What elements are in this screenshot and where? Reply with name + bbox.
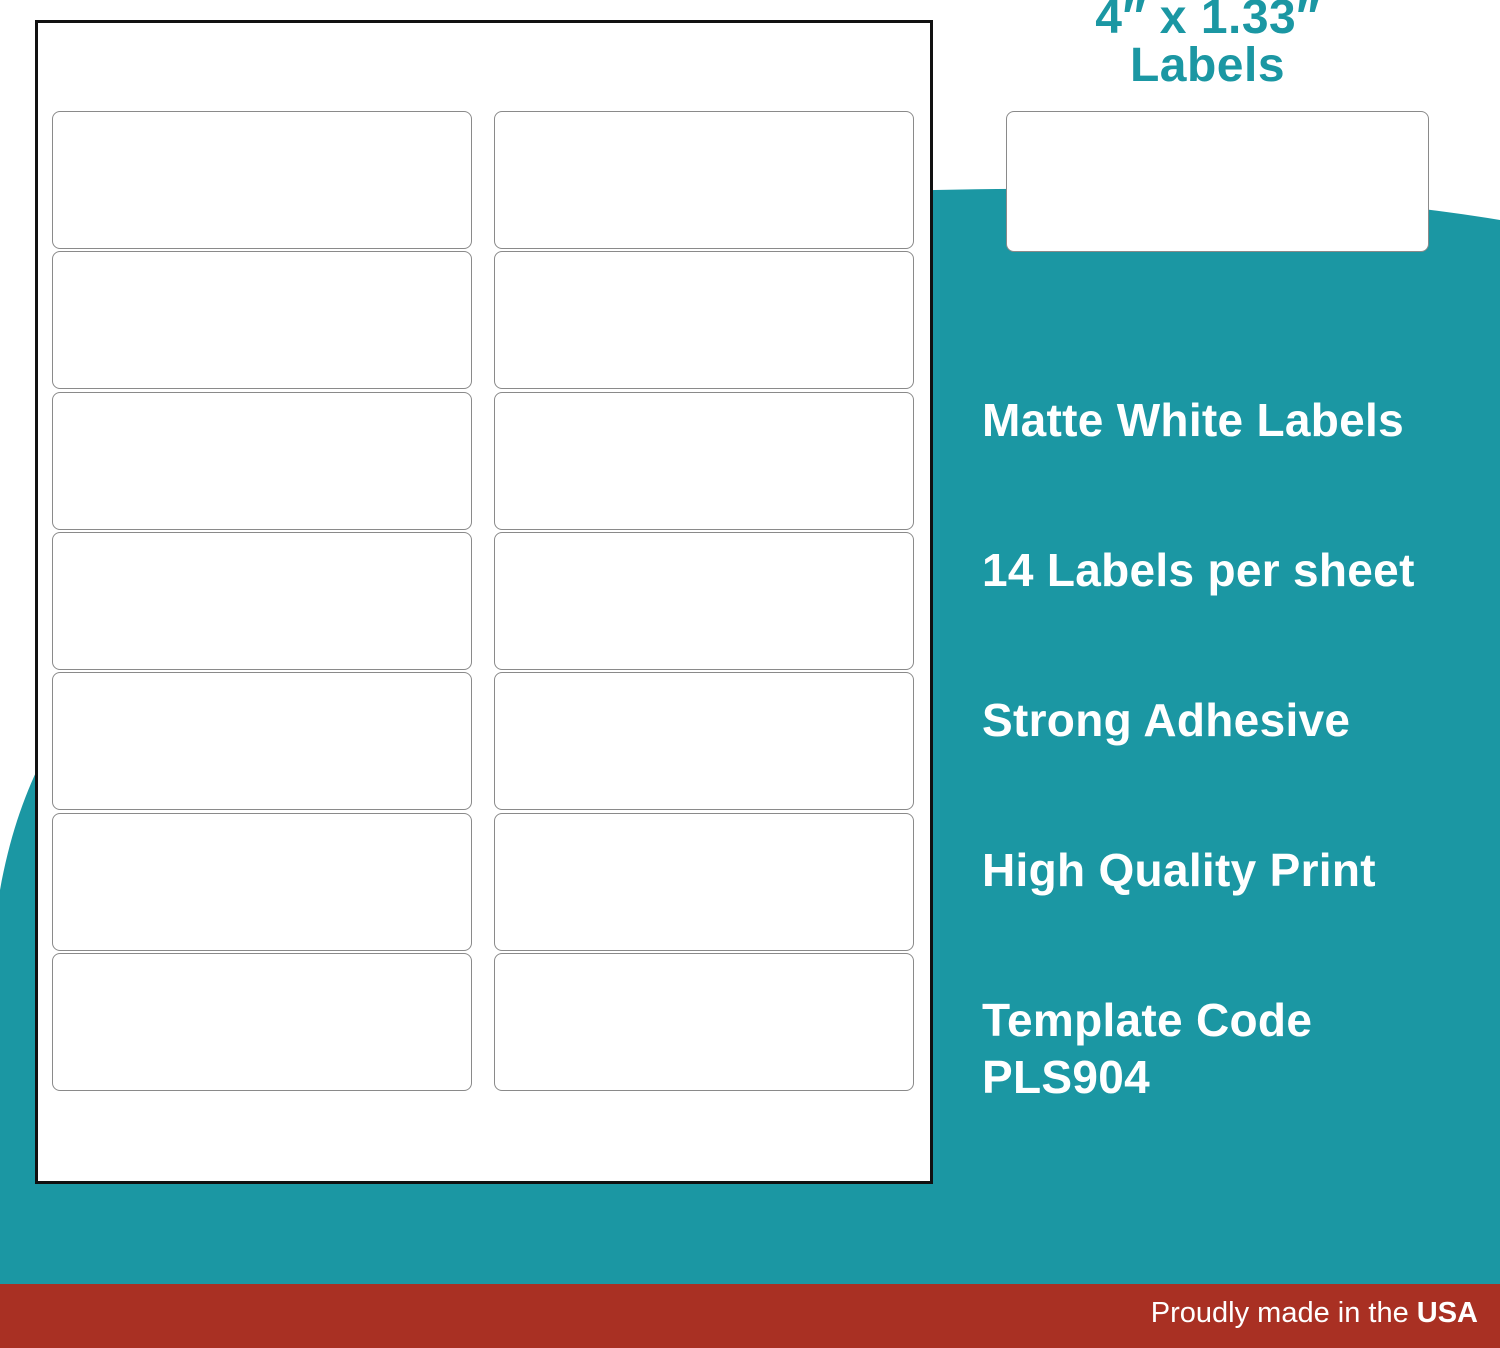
- sheet-label: [52, 672, 472, 811]
- feature-matte-white: Matte White Labels: [982, 394, 1405, 446]
- feature-template-code: Template Code: [982, 994, 1313, 1046]
- sheet-label: [494, 952, 914, 1091]
- size-title: 4″ x 1.33″ Labels: [1000, 0, 1415, 90]
- size-title-dimensions: 4″ x 1.33″: [1095, 0, 1320, 44]
- sheet-label: [52, 111, 472, 249]
- sheet-label: [494, 531, 914, 670]
- sheet-label: [52, 812, 472, 951]
- sheet-label: [494, 251, 914, 390]
- sheet-label: [52, 251, 472, 390]
- sheet-label: [494, 111, 914, 249]
- sheet-label: [494, 672, 914, 811]
- footer-text-main: Proudly made in the: [1150, 1297, 1417, 1329]
- feature-labels-per-sheet: 14 Labels per sheet: [982, 544, 1415, 596]
- feature-template-code-value: PLS904: [982, 1051, 1151, 1103]
- label-sheet: [35, 20, 933, 1184]
- sheet-label: [494, 391, 914, 530]
- sheet-label: [52, 531, 472, 670]
- feature-strong-adhesive: Strong Adhesive: [982, 694, 1351, 746]
- sheet-label: [52, 391, 472, 530]
- sheet-label: [52, 952, 472, 1091]
- footer-banner: Proudly made in the USA: [0, 1284, 1500, 1348]
- footer-text-usa: USA: [1416, 1297, 1478, 1329]
- footer-text: Proudly made in the USA: [1151, 1297, 1478, 1330]
- size-title-labels: Labels: [1129, 39, 1286, 92]
- sheet-label: [494, 812, 914, 951]
- sample-label: [1006, 111, 1429, 252]
- feature-high-quality: High Quality Print: [982, 844, 1376, 896]
